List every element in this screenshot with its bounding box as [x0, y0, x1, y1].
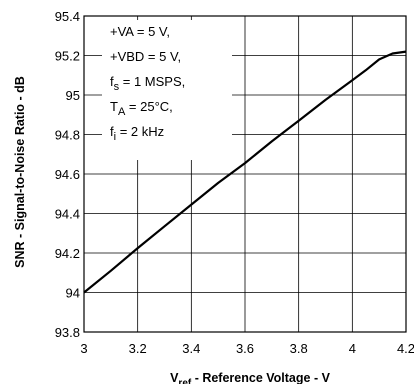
x-tick-label: 3.8 — [290, 341, 308, 356]
y-tick-label: 94.2 — [55, 246, 80, 261]
x-tick-label: 3.2 — [129, 341, 147, 356]
annotation-line: fs = 1 MSPS, — [110, 74, 185, 93]
annotation-line: TA = 25°C, — [110, 99, 173, 118]
y-tick-label: 94.4 — [55, 207, 80, 222]
y-tick-label: 93.8 — [55, 325, 80, 340]
annotation-line: fi = 2 kHz — [110, 124, 164, 143]
plot-frame — [83, 15, 407, 333]
annotation-subscript: s — [114, 81, 120, 93]
x-axis-label-main: V — [170, 371, 179, 384]
y-tick-label: 95.4 — [55, 9, 80, 24]
tick-labels: 3 3.2 3.4 3.6 3.8 4 4.2 93.8 94 94.2 94.4 94.6 94.8 9… — [55, 9, 414, 356]
annotation-value: = 1 MSPS, — [119, 74, 185, 89]
series-line — [83, 50, 407, 294]
x-tick-label: 3 — [80, 341, 87, 356]
annotation-line: +VA = 5 V, — [110, 24, 170, 39]
annotation-subscript: i — [114, 131, 116, 143]
x-tick-label: 4.2 — [397, 341, 414, 356]
y-axis-label: SNR - Signal-to-Noise Ratio - dB — [13, 76, 27, 268]
x-tick-label: 4 — [349, 341, 356, 356]
annotation-subscript: A — [118, 106, 126, 118]
annotation-symbol: T — [110, 99, 118, 114]
annotation-line: +VBD = 5 V, — [110, 49, 181, 64]
y-tick-label: 94.6 — [55, 167, 80, 182]
annotation-symbol: f — [110, 124, 114, 139]
y-tick-label: 95 — [66, 88, 80, 103]
x-axis-label-sub: ref — [178, 378, 191, 384]
x-axis-label: Vref - Reference Voltage - V — [170, 371, 330, 384]
annotation-box — [102, 20, 232, 160]
x-axis-label-rest: - Reference Voltage - V — [191, 371, 330, 384]
conditions-annotation: +VA = 5 V,+VBD = 5 V,fs = 1 MSPS,TA = 25… — [110, 24, 185, 143]
x-tick-label: 3.6 — [236, 341, 254, 356]
y-tick-label: 95.2 — [55, 49, 80, 64]
annotation-value: = 2 kHz — [116, 124, 164, 139]
y-tick-label: 94 — [66, 286, 80, 301]
annotation-symbol: f — [110, 74, 114, 89]
y-tick-label: 94.8 — [55, 128, 80, 143]
annotation-value: = 25°C, — [125, 99, 172, 114]
x-tick-label: 3.4 — [182, 341, 200, 356]
